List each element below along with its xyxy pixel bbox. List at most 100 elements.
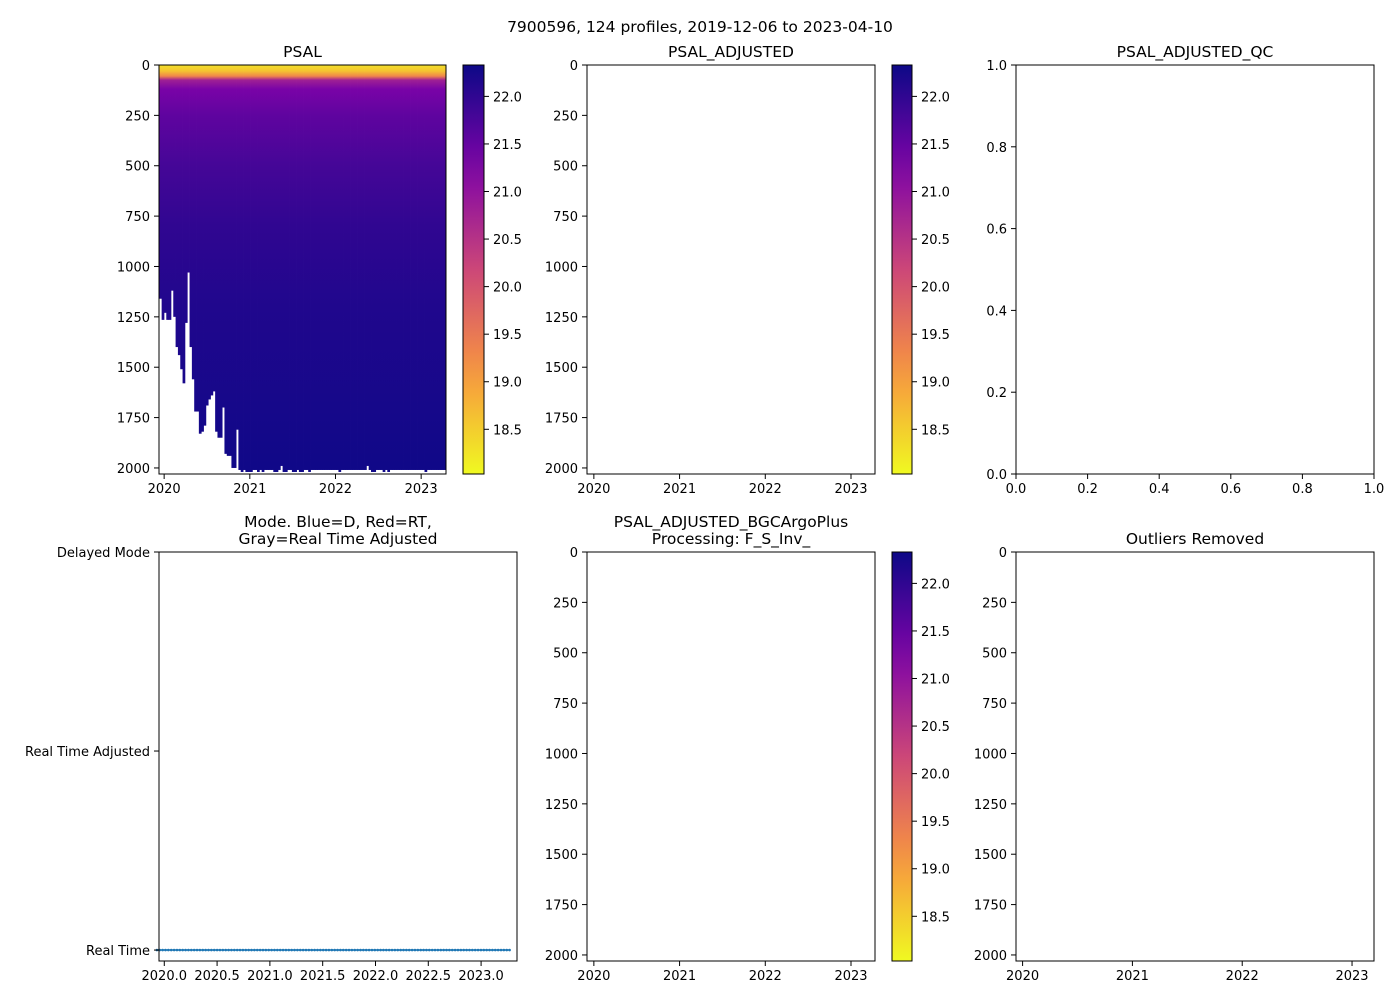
mode-point: [350, 948, 354, 952]
profile-column: [261, 65, 265, 472]
colorbar-bar: [891, 64, 913, 475]
profile-column: [168, 65, 172, 320]
heatmap-cells: [159, 65, 446, 472]
y-tick-label: 1500: [545, 848, 578, 863]
y-tick-label: 0: [999, 546, 1007, 561]
plot-area: [587, 65, 875, 474]
colorbar-tick-label: 20.0: [921, 281, 950, 296]
profile-column: [396, 65, 400, 470]
mode-point: [448, 948, 451, 952]
axes-frame: [586, 64, 876, 475]
x-tick-label: 2022: [749, 482, 782, 497]
mode-point: [491, 948, 494, 952]
axes-frame: [158, 64, 447, 475]
mode-point: [195, 948, 199, 952]
profile-column: [443, 65, 446, 470]
colorbar-tick-label: 20.5: [493, 233, 522, 248]
mode-point: [430, 948, 434, 952]
colorbar-tick-label: 19.5: [921, 815, 950, 830]
mode-point: [298, 948, 302, 952]
axes-frame: [1015, 551, 1375, 962]
profile-column: [289, 65, 293, 470]
mode-point: [422, 948, 425, 952]
profile-column: [275, 65, 279, 472]
mode-point: [442, 948, 445, 952]
x-tick-label: 2021: [233, 482, 266, 497]
mode-point: [393, 948, 397, 952]
mode-point: [425, 948, 428, 952]
y-tick-label: 1000: [117, 260, 150, 275]
profile-column: [296, 65, 300, 470]
mode-point: [399, 948, 402, 952]
profile-column: [194, 65, 197, 412]
plot-area: [159, 552, 517, 961]
colorbar-tick-label: 19.0: [493, 376, 522, 391]
profile-column: [266, 65, 270, 470]
mode-point: [493, 948, 497, 952]
colorbar-tick-label: 20.5: [921, 233, 950, 248]
profile-column: [326, 65, 330, 470]
profile-column: [333, 65, 337, 470]
y-tick-label: 250: [553, 109, 578, 124]
mode-point: [330, 948, 334, 952]
profile-column: [357, 65, 360, 470]
mode-point: [210, 948, 213, 952]
x-tick-label: 2022.5: [406, 969, 452, 984]
mode-point: [339, 948, 342, 952]
x-tick-label: 2021: [1116, 969, 1149, 984]
x-tick-label: 0.4: [1149, 482, 1170, 497]
mode-point: [347, 948, 351, 952]
profile-column: [217, 65, 221, 438]
profile-column: [259, 65, 263, 470]
panel-bgc: 2020 2021 2022 2023 0 250 500 750 1000 1250 1500 17…: [545, 513, 950, 984]
mode-point: [479, 948, 483, 952]
mode-point: [353, 948, 357, 952]
y-tick-label: 2000: [974, 949, 1007, 964]
mode-point: [384, 948, 388, 952]
mode-point: [359, 948, 362, 952]
y-tick-label: 1000: [545, 747, 578, 762]
profile-column: [201, 65, 204, 432]
profile-column: [387, 65, 391, 472]
panel-adj: 2020 2021 2022 2023 0 250 500 750 1000 1250 1500 17…: [545, 43, 950, 497]
mode-point: [356, 948, 359, 952]
y-tick-label: 0.4: [986, 304, 1007, 319]
profile-column: [436, 65, 439, 470]
profile-column: [198, 65, 202, 434]
colorbar: 18.5 19.0 19.5 20.0 20.5 21.0 21.5 22.0: [891, 551, 950, 962]
mode-point: [244, 948, 248, 952]
y-tick-label: 1250: [974, 798, 1007, 813]
mode-point: [436, 948, 440, 952]
profile-column: [331, 65, 335, 470]
mode-point: [456, 948, 460, 952]
y-tick-label: 2000: [545, 949, 578, 964]
mode-point: [341, 948, 345, 952]
profile-column: [394, 65, 397, 470]
y-tick-label: 500: [125, 160, 150, 175]
profile-column: [215, 65, 218, 432]
x-tick-label: 0.0: [1006, 482, 1027, 497]
colorbar-tick-label: 21.5: [493, 138, 522, 153]
y-tick-label: 750: [553, 697, 578, 712]
profile-column: [422, 65, 425, 470]
y-tick-label: 1500: [117, 361, 150, 376]
mode-point: [296, 948, 299, 952]
profile-column: [329, 65, 332, 470]
mode-point: [324, 948, 328, 952]
axes-frame: [1015, 64, 1375, 475]
profile-column: [173, 65, 176, 317]
mode-point: [471, 948, 474, 952]
panel-psal: 2020 2021 2022 2023 0 250 500 750 1000 1250 1500 17…: [117, 43, 522, 497]
profile-column: [415, 65, 418, 470]
profile-column: [184, 65, 188, 323]
colorbar-tick-label: 20.0: [493, 281, 522, 296]
profile-column: [236, 65, 239, 430]
panel-title: PSAL_ADJUSTED_BGCArgoPlus: [614, 513, 848, 532]
colorbar-tick-label: 21.0: [921, 186, 950, 201]
mode-point: [187, 948, 190, 952]
y-tick-label: 1250: [545, 798, 578, 813]
profile-column: [280, 65, 284, 466]
mode-point: [307, 948, 311, 952]
profile-column: [340, 65, 344, 470]
